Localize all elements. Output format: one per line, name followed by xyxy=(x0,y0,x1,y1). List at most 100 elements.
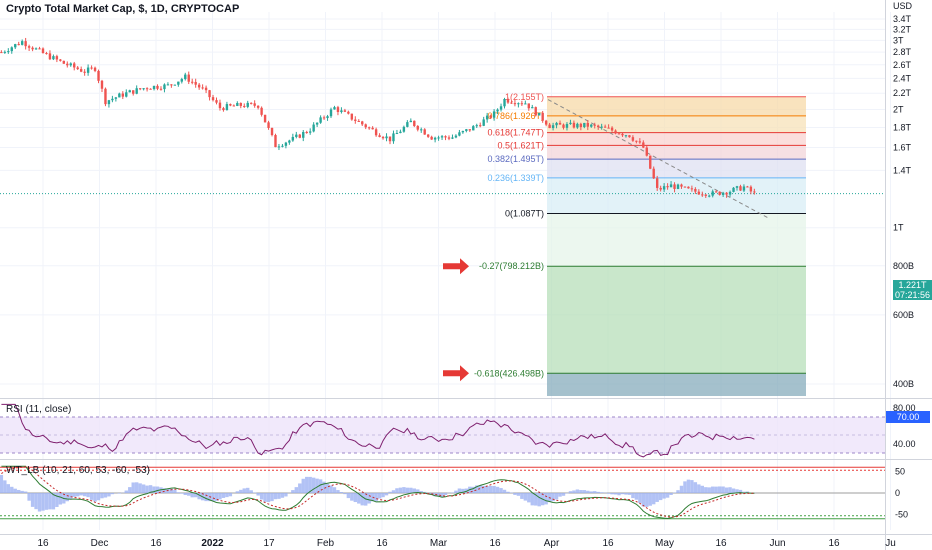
wt-histogram-bar xyxy=(464,488,469,493)
chart-title: Crypto Total Market Cap, $, 1D, CRYPTOCA… xyxy=(6,3,240,15)
wt-histogram-bar xyxy=(423,491,427,493)
candle-body xyxy=(291,136,295,141)
candle-body xyxy=(135,88,138,94)
candle-body xyxy=(538,112,541,116)
candle-body xyxy=(524,103,527,105)
candle-body xyxy=(211,97,215,101)
wt-histogram-bar xyxy=(374,493,378,502)
candle-body xyxy=(125,92,128,97)
fibonacci-retracement[interactable]: 1(2.155T) 0.786(1.926T) 0.618(1.747T) 0.5(1… xyxy=(474,92,806,396)
time-tick-label: 16 xyxy=(489,538,501,549)
wt-histogram-bar xyxy=(100,493,104,499)
wt-histogram-bar xyxy=(471,486,475,493)
wt-histogram-bar xyxy=(488,485,493,493)
wt-histogram-bar xyxy=(242,488,246,493)
wt-histogram-bar xyxy=(183,493,187,496)
candle-body xyxy=(107,100,111,105)
last-price-tag: 1.221T xyxy=(893,280,932,290)
wt-histogram-bar xyxy=(311,477,316,493)
wt-histogram-bar xyxy=(162,488,167,493)
candle-body xyxy=(277,146,281,148)
fib-level-label: 0.5(1.621T) xyxy=(497,140,544,150)
fib-level-label: 1(2.155T) xyxy=(505,92,544,102)
wt-histogram-bar xyxy=(89,493,94,500)
wt-histogram-bar xyxy=(69,493,73,500)
wt-histogram-bar xyxy=(704,487,708,493)
rsi-tick-label: 80.00 xyxy=(893,403,916,413)
fib-level-label: -0.27(798.212B) xyxy=(479,261,544,271)
wt-histogram-bar xyxy=(658,493,663,501)
wt-histogram-bar xyxy=(284,493,288,497)
wt-histogram-bar xyxy=(648,493,652,506)
wt-histogram-bar xyxy=(620,493,625,495)
candle-body xyxy=(100,80,104,89)
candle-body xyxy=(430,136,433,140)
candle-body xyxy=(510,102,513,104)
candle-body xyxy=(90,67,93,69)
time-tick-label: Dec xyxy=(91,538,109,549)
fib-level-label: 0.382(1.495T) xyxy=(487,154,544,164)
candle-body xyxy=(215,100,218,103)
candle-body xyxy=(191,81,194,83)
wt-histogram-bar xyxy=(402,487,406,493)
candle-body xyxy=(256,105,260,108)
candle-body xyxy=(458,132,461,136)
wt-histogram-bar xyxy=(79,493,83,496)
wt-histogram-bar xyxy=(624,493,628,495)
fib-level-label: 0(1.087T) xyxy=(505,208,544,218)
candle-body xyxy=(395,133,399,135)
candle-body xyxy=(562,124,565,128)
wt-histogram-bar xyxy=(645,493,649,507)
wt-histogram-bar xyxy=(322,481,326,493)
wt-histogram-bar xyxy=(652,493,656,505)
wt-histogram-bar xyxy=(76,493,80,497)
price-tick-label: 2.8T xyxy=(893,47,912,57)
candle-body xyxy=(517,103,520,105)
candle-body xyxy=(243,105,246,107)
candle-body xyxy=(413,120,416,126)
wt-histogram-bar xyxy=(676,490,680,493)
wt-histogram-bar xyxy=(454,490,458,493)
candle-body xyxy=(531,107,534,109)
wt-histogram-bar xyxy=(350,493,354,501)
trend-line[interactable] xyxy=(0,99,885,219)
wt-histogram-bar xyxy=(65,493,69,502)
candle-body xyxy=(118,93,121,98)
wt-histogram-bar xyxy=(679,485,684,493)
wt-histogram-bar xyxy=(544,493,548,505)
annotation-arrows xyxy=(443,258,469,382)
wt-histogram-bar xyxy=(48,493,52,510)
candle-body xyxy=(138,88,142,90)
fib-zone xyxy=(547,177,806,214)
candle-body xyxy=(128,90,131,93)
candle-body xyxy=(374,129,378,136)
candle-body xyxy=(367,127,371,129)
wt-histogram-bar xyxy=(745,491,750,493)
candle-body xyxy=(669,184,673,188)
price-tick-label: 2.4T xyxy=(893,73,912,83)
candle-body xyxy=(610,127,614,131)
candle-body xyxy=(721,192,725,195)
candle-body xyxy=(468,129,472,131)
candle-body xyxy=(66,63,69,66)
candle-body xyxy=(555,122,558,126)
time-tick-label: 16 xyxy=(150,538,162,549)
candle-body xyxy=(565,124,569,128)
wt-histogram-bar xyxy=(593,491,597,493)
wt-tick-label: -50 xyxy=(895,510,908,520)
candle-body xyxy=(392,133,395,142)
rsi-value-tag xyxy=(886,411,930,423)
candle-body xyxy=(423,129,426,135)
wt-histogram-bar xyxy=(686,479,691,493)
wt-histogram-bar xyxy=(627,493,632,495)
candle-body xyxy=(229,104,232,106)
candle-body xyxy=(288,140,291,143)
wt-histogram-bar xyxy=(193,493,198,498)
candle-body xyxy=(170,84,173,86)
wt-histogram-bar xyxy=(148,485,153,493)
candle-body xyxy=(513,103,517,105)
candle-body xyxy=(551,125,555,129)
wt-histogram-bar xyxy=(336,490,340,493)
candle-body xyxy=(281,145,284,147)
